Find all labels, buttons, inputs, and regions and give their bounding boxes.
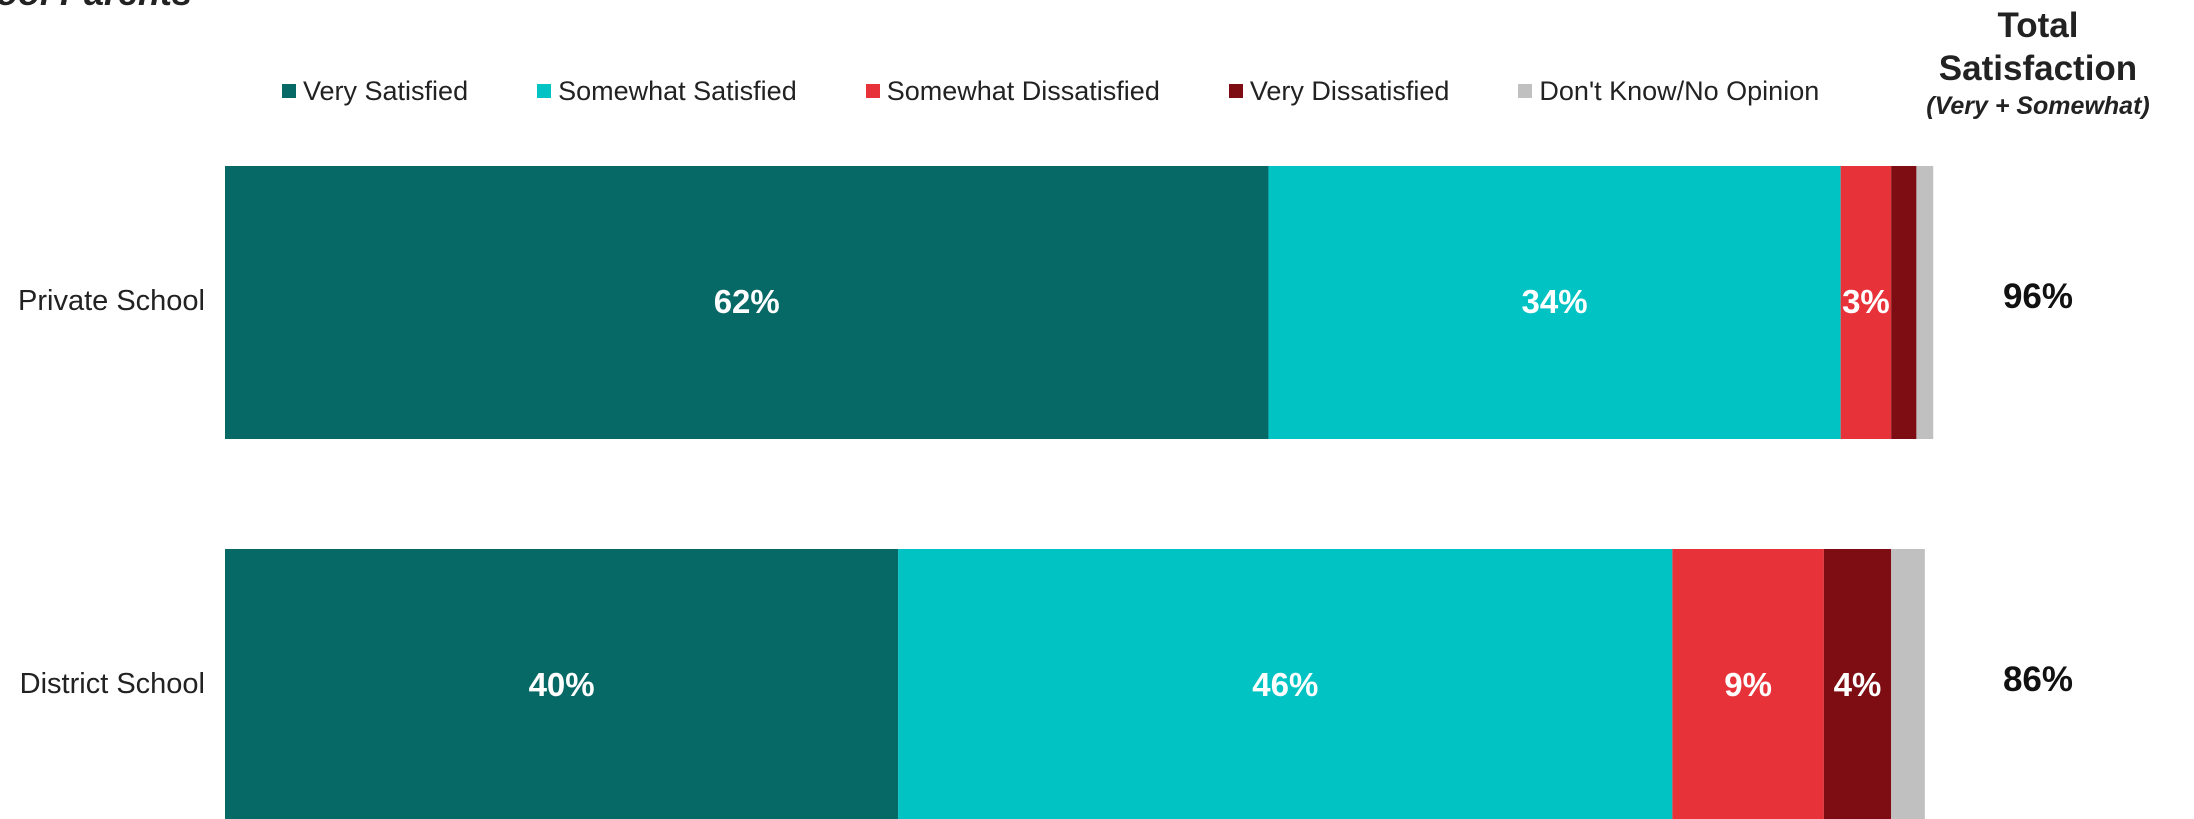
data-label: 46% [1252, 666, 1318, 703]
bar-segment [1916, 166, 1934, 439]
legend-item: Somewhat Dissatisfied [865, 75, 1160, 107]
legend-label: Somewhat Dissatisfied [886, 75, 1160, 106]
legend-swatch [1228, 84, 1243, 98]
data-label: 9% [1724, 666, 1772, 703]
legend-swatch [537, 84, 552, 98]
data-label: 34% [1522, 283, 1588, 320]
bar-segment [1268, 166, 1841, 439]
legend-label: Very Satisfied [303, 75, 469, 106]
legend-label: Somewhat Satisfied [558, 75, 797, 106]
data-label: 3% [1842, 283, 1890, 320]
total-satisfaction-header: Total Satisfaction (Very + Somewhat) [1900, 4, 2176, 122]
bar-segment [898, 549, 1673, 819]
legend-swatch [1518, 84, 1533, 98]
legend-item: Very Dissatisfied [1228, 75, 1450, 107]
total-satisfaction-value: 96% [2003, 277, 2073, 316]
bar-segment [1891, 549, 1925, 819]
category-label: Private School [18, 285, 205, 317]
legend-swatch [865, 84, 880, 98]
data-label: 62% [714, 283, 780, 320]
data-label: 4% [1834, 666, 1882, 703]
total-satisfaction-subtitle: (Very + Somewhat) [1926, 92, 2150, 120]
bar-segment [1891, 166, 1917, 439]
chart-title: ool Parents [0, 0, 192, 14]
data-label: 40% [529, 666, 595, 703]
legend-item: Very Satisfied [282, 76, 468, 107]
category-label: District School [20, 668, 205, 700]
legend-item: Don't Know/No Opinion [1518, 76, 1819, 107]
legend-label: Don't Know/No Opinion [1539, 75, 1820, 106]
legend-swatch [282, 84, 296, 98]
legend: Very Satisfied Somewhat Satisfied Somewhat… [282, 74, 1819, 108]
bar-segment [1672, 549, 1824, 819]
bar-segment [1823, 549, 1892, 819]
bar-segment [225, 166, 1269, 439]
legend-item: Somewhat Satisfied [537, 76, 797, 107]
bar-segment [1840, 166, 1892, 439]
total-satisfaction-value: 86% [2003, 660, 2073, 699]
legend-label: Very Dissatisfied [1249, 75, 1450, 106]
total-satisfaction-title: Total Satisfaction [1938, 6, 2138, 88]
bar-segment [225, 549, 899, 819]
